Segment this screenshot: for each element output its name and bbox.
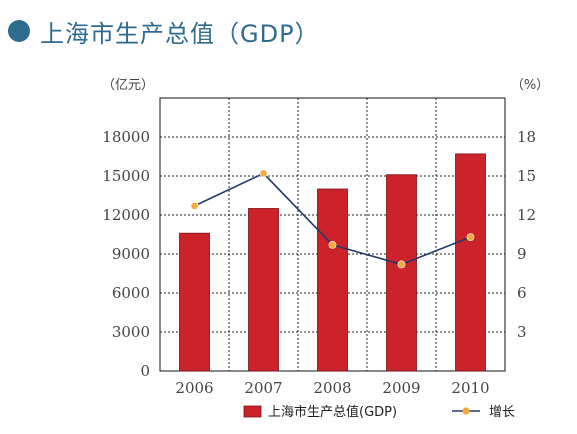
right-tick-label: 9 [517, 245, 527, 263]
legend-line-marker [462, 407, 470, 415]
bullet-icon [8, 20, 30, 42]
right-tick-label: 6 [517, 284, 527, 302]
growth-point-2007 [259, 169, 268, 178]
bar-gdp-2010 [455, 153, 486, 372]
x-tick-label: 2008 [313, 379, 351, 397]
x-tick-label: 2010 [451, 379, 489, 397]
legend-line-label: 增长 [489, 405, 515, 420]
bar-gdp-2008 [317, 188, 348, 372]
left-tick-label: 9000 [112, 245, 150, 263]
left-tick-label: 15000 [102, 167, 150, 185]
left-tick-label: 18000 [102, 128, 150, 146]
left-axis-unit: （亿元） [102, 78, 154, 93]
growth-point-2008 [328, 240, 337, 249]
chart-title-bar: 上海市生产总值（GDP） [8, 14, 320, 48]
left-tick-label: 12000 [102, 206, 150, 224]
page-title: 上海市生产总值（GDP） [40, 19, 320, 48]
growth-point-2010 [466, 233, 475, 241]
bar-gdp-2007 [248, 208, 279, 372]
growth-point-2009 [397, 260, 406, 269]
x-tick-label: 2007 [244, 379, 282, 397]
x-tick-label: 2009 [382, 379, 420, 397]
x-tick-label: 2006 [175, 379, 213, 397]
legend-bar-swatch [243, 405, 262, 418]
right-axis-unit: （%） [511, 78, 549, 93]
bar-gdp-2006 [179, 232, 210, 372]
right-tick-label: 12 [517, 206, 536, 224]
right-tick-label: 15 [517, 167, 536, 185]
legend-bar-label: 上海市生产总值(GDP) [268, 404, 397, 420]
right-tick-label: 3 [517, 323, 527, 341]
left-tick-label: 6000 [112, 284, 150, 302]
right-tick-label: 18 [517, 128, 536, 146]
growth-point-2006 [190, 201, 199, 210]
bar-gdp-2009 [386, 174, 417, 372]
left-tick-label: 0 [140, 362, 150, 380]
left-tick-label: 3000 [112, 323, 150, 341]
